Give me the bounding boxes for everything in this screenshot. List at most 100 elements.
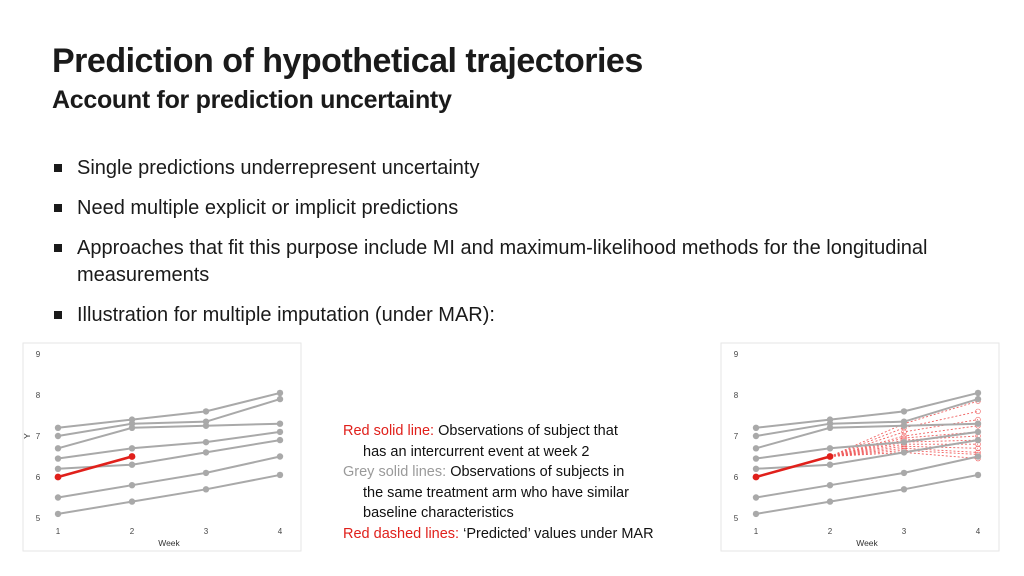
- chart-panel: [22, 342, 302, 552]
- x-tick-label: 3: [204, 527, 209, 536]
- other-point: [202, 469, 210, 477]
- y-tick-label: 9: [36, 350, 41, 359]
- other-point: [276, 453, 284, 460]
- legend-grey-key: Grey solid lines:: [343, 464, 447, 480]
- legend-red-dashed-text: ‘Predicted’ values under MAR: [463, 525, 654, 542]
- y-tick-label: 6: [734, 473, 739, 482]
- other-point: [128, 461, 136, 468]
- imputed-point: [901, 429, 907, 435]
- y-tick-label: 7: [734, 432, 739, 441]
- y-tick-label: 6: [36, 473, 41, 482]
- y-tick-label: 8: [36, 391, 41, 400]
- x-tick-label: 2: [130, 527, 135, 536]
- other-point: [900, 422, 908, 429]
- legend-red-solid-key: Red solid line:: [343, 423, 435, 439]
- other-series-line: [57, 391, 281, 429]
- other-point: [752, 455, 760, 462]
- bullet-item: Approaches that fit this purpose include…: [52, 235, 982, 289]
- other-point: [54, 455, 62, 462]
- other-point: [202, 438, 210, 446]
- other-point: [752, 465, 760, 472]
- other-point: [276, 420, 284, 427]
- other-point: [974, 395, 982, 403]
- other-point: [202, 486, 210, 493]
- other-point: [202, 449, 210, 456]
- legend-red-solid-text: Observations of subject that: [438, 423, 618, 439]
- other-point: [974, 453, 982, 460]
- x-tick-label: 2: [828, 527, 833, 536]
- imputed-point: [975, 445, 981, 452]
- other-point: [900, 408, 908, 415]
- legend-red-dashed-key: Red dashed lines:: [343, 525, 460, 542]
- other-point: [974, 471, 982, 479]
- other-point: [128, 498, 136, 505]
- legend-red-solid: Red solid line: Observations of subject …: [343, 421, 723, 442]
- other-point: [128, 445, 136, 452]
- y-axis-label: Y: [22, 433, 32, 439]
- other-series-line: [755, 455, 979, 499]
- other-point: [752, 424, 760, 431]
- bullet-text: Approaches that fit this purpose include…: [77, 237, 928, 286]
- slide-title: Prediction of hypothetical trajectories: [52, 42, 643, 80]
- imputed-series-line: [829, 445, 979, 457]
- other-point: [276, 428, 284, 436]
- imputed-series-line: [829, 447, 979, 457]
- legend-grey: Grey solid lines: Observations of subjec…: [343, 462, 723, 483]
- square-bullet-icon: [54, 311, 62, 319]
- imputed-series-line: [829, 425, 979, 457]
- bullet-text: Single predictions underrepresent uncert…: [77, 157, 480, 179]
- bullet-text: Need multiple explicit or implicit predi…: [77, 197, 459, 219]
- other-point: [900, 438, 908, 446]
- bullet-list: Single predictions underrepresent uncert…: [52, 155, 982, 342]
- bullet-item: Illustration for multiple imputation (un…: [52, 302, 982, 329]
- other-point: [128, 482, 136, 489]
- subject-point: [54, 473, 62, 481]
- other-point: [826, 461, 834, 468]
- other-point: [974, 436, 982, 444]
- other-point: [752, 510, 760, 518]
- other-series-line: [755, 473, 979, 515]
- other-point: [202, 408, 210, 415]
- other-series-line: [57, 473, 281, 515]
- other-point: [826, 482, 834, 489]
- square-bullet-icon: [54, 164, 62, 172]
- bullet-item: Single predictions underrepresent uncert…: [52, 155, 982, 182]
- other-point: [826, 445, 834, 452]
- other-series-line: [57, 422, 281, 450]
- other-point: [752, 494, 760, 501]
- y-tick-label: 9: [734, 350, 739, 359]
- other-point: [974, 389, 982, 397]
- legend-red-dashed: Red dashed lines: ‘Predicted’ values und…: [343, 524, 723, 545]
- imputed-series-line: [829, 410, 979, 457]
- other-point: [54, 424, 62, 431]
- x-tick-label: 1: [56, 527, 61, 536]
- other-point: [752, 445, 760, 452]
- bullet-item: Need multiple explicit or implicit predi…: [52, 195, 982, 222]
- subject-series-line: [755, 455, 831, 479]
- slide-subtitle: Account for prediction uncertainty: [52, 86, 452, 114]
- other-point: [900, 449, 908, 456]
- other-series-line: [755, 430, 979, 460]
- subject-point: [826, 453, 834, 460]
- chart-imputed-svg: 5 6 7 8 9 1 2 3 4 Week: [720, 342, 1000, 552]
- other-series-line: [755, 391, 979, 429]
- square-bullet-icon: [54, 244, 62, 252]
- x-axis-label: Week: [158, 538, 180, 548]
- bullet-text: Illustration for multiple imputation (un…: [77, 304, 495, 326]
- other-point: [54, 465, 62, 472]
- x-tick-label: 4: [278, 527, 283, 536]
- other-point: [54, 494, 62, 501]
- legend-grey-text: Observations of subjects in: [450, 464, 625, 480]
- legend: Red solid line: Observations of subject …: [343, 421, 723, 544]
- other-series-line: [57, 455, 281, 499]
- chart-observed-svg: 5 6 7 8 9 1 2 3 4 Week Y: [22, 342, 302, 552]
- other-point: [54, 445, 62, 452]
- other-point: [752, 432, 760, 440]
- other-point: [128, 424, 136, 431]
- y-tick-label: 8: [734, 391, 739, 400]
- imputed-series-line: [829, 439, 979, 457]
- y-tick-label: 5: [734, 514, 739, 523]
- other-point: [202, 422, 210, 429]
- other-series-line: [57, 430, 281, 460]
- imputed-series-line: [829, 451, 979, 459]
